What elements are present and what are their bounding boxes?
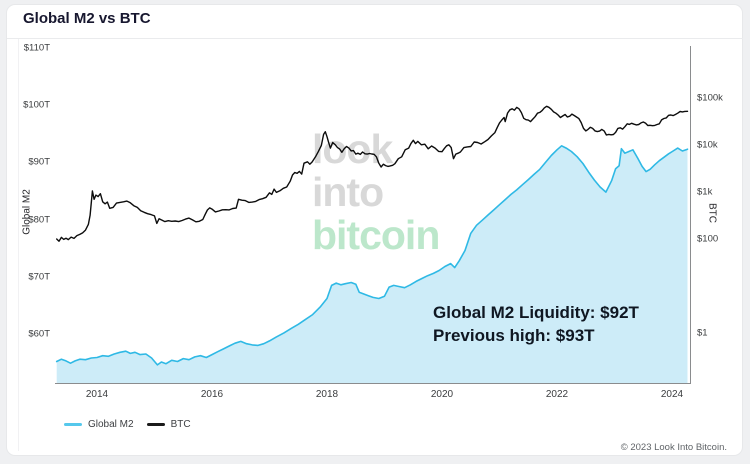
legend: Global M2 BTC (64, 419, 191, 430)
page-title: Global M2 vs BTC (23, 10, 151, 27)
legend-swatch-global-m2 (64, 423, 82, 426)
legend-label-btc: BTC (170, 419, 191, 430)
legend-item-btc[interactable]: BTC (146, 419, 191, 430)
legend-label-global-m2: Global M2 (88, 419, 134, 430)
legend-item-global-m2[interactable]: Global M2 (64, 419, 134, 430)
legend-swatch-btc (146, 423, 165, 426)
header-divider (7, 38, 743, 39)
copyright: © 2023 Look Into Bitcoin. (620, 442, 727, 453)
chart-plot-area[interactable] (55, 44, 691, 384)
panel-left-edge (18, 39, 19, 451)
